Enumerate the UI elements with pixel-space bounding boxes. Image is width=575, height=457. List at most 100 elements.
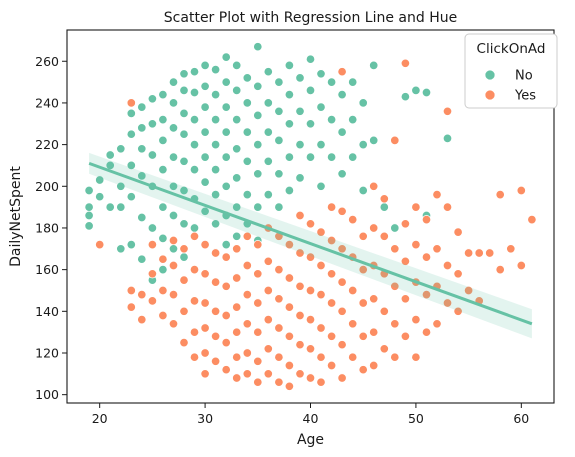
point-no-33 <box>158 165 168 175</box>
point-yes-26 <box>200 269 210 279</box>
point-no-74 <box>211 190 221 200</box>
point-yes-114 <box>358 265 368 275</box>
point-yes-28 <box>200 323 210 333</box>
point-yes-20 <box>189 231 200 241</box>
point-no-32 <box>158 135 168 145</box>
legend-title: ClickOnAd <box>477 41 546 57</box>
point-no-105 <box>263 67 273 77</box>
point-no-121 <box>295 106 305 116</box>
point-yes-168 <box>516 260 526 271</box>
point-no-116 <box>284 90 294 100</box>
point-no-22 <box>137 212 147 223</box>
point-yes-135 <box>400 219 410 229</box>
point-yes-45 <box>232 352 242 362</box>
point-no-113 <box>274 169 284 179</box>
point-no-37 <box>168 77 179 87</box>
point-yes-52 <box>242 369 252 379</box>
point-no-63 <box>200 127 210 137</box>
point-no-64 <box>200 152 210 162</box>
point-yes-91 <box>316 290 326 300</box>
point-yes-105 <box>337 306 347 316</box>
point-yes-164 <box>495 190 505 200</box>
point-yes-53 <box>253 240 263 250</box>
point-no-34 <box>158 202 168 212</box>
point-yes-22 <box>189 296 200 306</box>
point-yes-156 <box>453 227 463 237</box>
x-tick-label-0: 20 <box>92 411 108 426</box>
point-yes-8 <box>147 296 157 306</box>
point-no-128 <box>316 69 326 79</box>
point-yes-49 <box>242 290 252 300</box>
point-yes-29 <box>200 348 210 358</box>
point-no-102 <box>253 169 263 179</box>
point-no-21 <box>137 171 147 181</box>
point-no-106 <box>263 98 273 108</box>
point-yes-77 <box>295 210 305 221</box>
point-no-114 <box>274 202 284 212</box>
y-axis-label: DailyNetSpent <box>8 166 24 267</box>
point-no-61 <box>200 81 210 91</box>
point-yes-11 <box>158 310 168 321</box>
point-no-60 <box>200 60 210 70</box>
point-no-36 <box>158 265 168 275</box>
point-yes-112 <box>348 352 358 362</box>
point-no-89 <box>232 173 242 183</box>
point-no-42 <box>168 210 179 221</box>
y-tick-label-3: 160 <box>35 262 59 277</box>
point-no-107 <box>263 127 273 137</box>
point-yes-155 <box>442 298 453 308</box>
point-no-12 <box>116 244 126 254</box>
point-yes-158 <box>453 306 463 316</box>
point-no-2 <box>84 210 94 221</box>
point-no-11 <box>116 202 126 212</box>
point-no-99 <box>253 81 263 91</box>
point-yes-71 <box>284 240 294 250</box>
point-no-56 <box>189 165 200 175</box>
point-yes-138 <box>400 331 410 341</box>
point-no-5 <box>95 192 105 202</box>
point-no-6 <box>105 150 115 160</box>
y-tick-label-5: 200 <box>35 179 59 194</box>
point-yes-33 <box>211 306 221 316</box>
point-yes-32 <box>211 277 221 287</box>
point-yes-107 <box>337 373 347 383</box>
legend-label-no: No <box>515 69 533 84</box>
point-no-45 <box>179 85 189 95</box>
point-yes-30 <box>200 369 210 379</box>
point-yes-87 <box>305 344 316 354</box>
point-yes-4 <box>137 290 147 300</box>
point-yes-37 <box>221 281 231 291</box>
point-no-54 <box>189 115 200 125</box>
y-tick-label-1: 120 <box>35 345 59 360</box>
point-no-133 <box>327 115 337 125</box>
point-no-120 <box>295 73 305 83</box>
point-yes-17 <box>179 275 189 285</box>
point-yes-44 <box>232 327 242 337</box>
point-yes-12 <box>168 235 179 246</box>
point-no-40 <box>168 152 179 162</box>
point-no-53 <box>189 87 200 98</box>
point-yes-1 <box>126 98 136 108</box>
point-no-52 <box>189 67 200 77</box>
point-yes-142 <box>411 315 421 325</box>
point-no-47 <box>179 129 189 139</box>
point-yes-79 <box>295 281 305 291</box>
point-yes-100 <box>327 360 337 371</box>
point-no-71 <box>211 115 221 125</box>
point-yes-154 <box>442 260 453 271</box>
point-no-14 <box>126 129 136 139</box>
point-yes-134 <box>400 58 410 68</box>
point-no-117 <box>284 119 294 129</box>
point-yes-51 <box>242 348 252 358</box>
point-no-62 <box>200 102 210 112</box>
point-yes-157 <box>453 269 463 279</box>
point-yes-40 <box>221 365 231 375</box>
point-yes-113 <box>358 231 368 241</box>
point-no-95 <box>242 156 252 166</box>
point-yes-36 <box>221 252 231 262</box>
point-no-118 <box>284 152 294 162</box>
point-no-84 <box>221 240 231 250</box>
point-yes-27 <box>200 298 210 308</box>
point-yes-94 <box>316 377 326 387</box>
point-yes-110 <box>348 285 358 296</box>
